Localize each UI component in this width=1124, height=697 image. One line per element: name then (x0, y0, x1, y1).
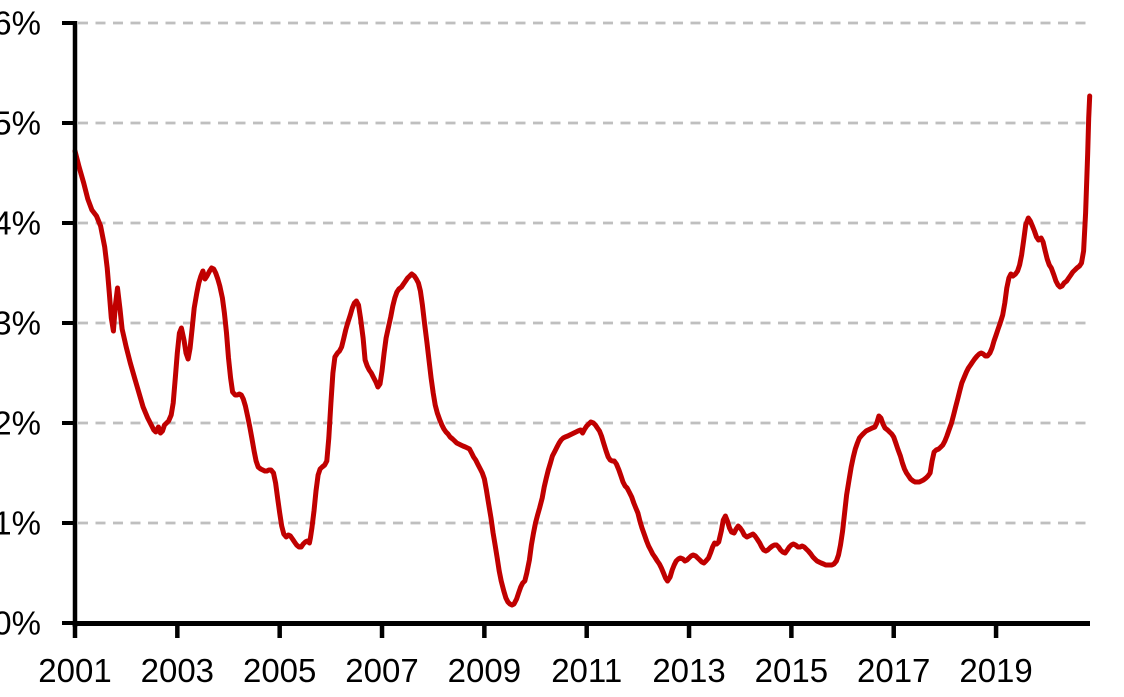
axis-labels: 0% 1% 2% 3% 4% 5% 6% 2001 2003 2005 2007 2009 2011 20… (0, 5, 1033, 690)
series-line (72, 93, 1093, 608)
y-tick-label: 0% (0, 605, 41, 642)
x-tick-label: 2007 (345, 652, 418, 689)
x-tick-label: 2001 (38, 652, 111, 689)
y-tick-label: 6% (0, 5, 41, 42)
x-tick-label: 2019 (959, 652, 1032, 689)
series-group (72, 93, 1093, 608)
x-tick-label: 2011 (551, 652, 622, 689)
y-tick-label: 1% (0, 505, 41, 542)
x-tick-label: 2013 (652, 652, 725, 689)
axis-ticks (62, 21, 999, 638)
x-tick-label: 2017 (857, 652, 930, 689)
x-tick-label: 2015 (755, 652, 828, 689)
x-tick-label: 2003 (141, 652, 214, 689)
x-tick-label: 2005 (243, 652, 316, 689)
y-tick-label: 5% (0, 105, 41, 142)
x-tick-label: 2009 (448, 652, 521, 689)
y-tick-label: 3% (0, 305, 41, 342)
y-tick-label: 4% (0, 205, 41, 242)
gridlines (78, 21, 1090, 525)
y-tick-label: 2% (0, 405, 41, 442)
